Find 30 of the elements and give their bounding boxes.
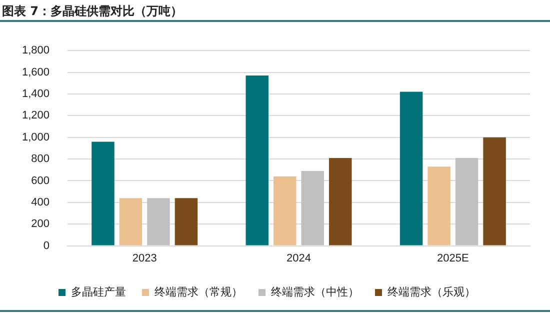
bar [174, 198, 198, 246]
y-tick-label: 1,200 [22, 110, 50, 122]
bar [92, 142, 114, 246]
chart-title: 图表 7：多晶硅供需对比（万吨） [0, 0, 550, 22]
bar [147, 198, 170, 246]
legend-label: 终端需求（常规） [154, 285, 242, 298]
y-tick-label: 600 [31, 174, 50, 187]
y-tick-label: 1,600 [22, 66, 50, 78]
x-tick-label: 2024 [286, 252, 312, 264]
y-tick-label: 0 [43, 240, 50, 252]
legend-label: 终端需求（中性） [271, 285, 359, 298]
bar [274, 176, 296, 246]
y-tick-label: 800 [31, 153, 50, 166]
legend-label: 终端需求（乐观） [388, 285, 476, 298]
bar [483, 137, 506, 246]
y-tick-label: 1,800 [22, 44, 50, 57]
bar [301, 170, 324, 246]
bar [400, 92, 423, 246]
x-tick-label: 2023 [132, 252, 157, 264]
bar [246, 76, 269, 246]
legend-label: 多晶硅产量 [71, 285, 126, 298]
bar [329, 158, 352, 246]
bar [119, 198, 142, 246]
bar [428, 166, 450, 246]
y-tick-label: 1,400 [22, 88, 50, 100]
y-tick-label: 1,000 [22, 131, 50, 144]
y-tick-label: 200 [31, 218, 50, 230]
y-tick-label: 400 [31, 196, 50, 208]
bar [455, 158, 478, 246]
x-tick-label: 2025E [437, 252, 469, 264]
